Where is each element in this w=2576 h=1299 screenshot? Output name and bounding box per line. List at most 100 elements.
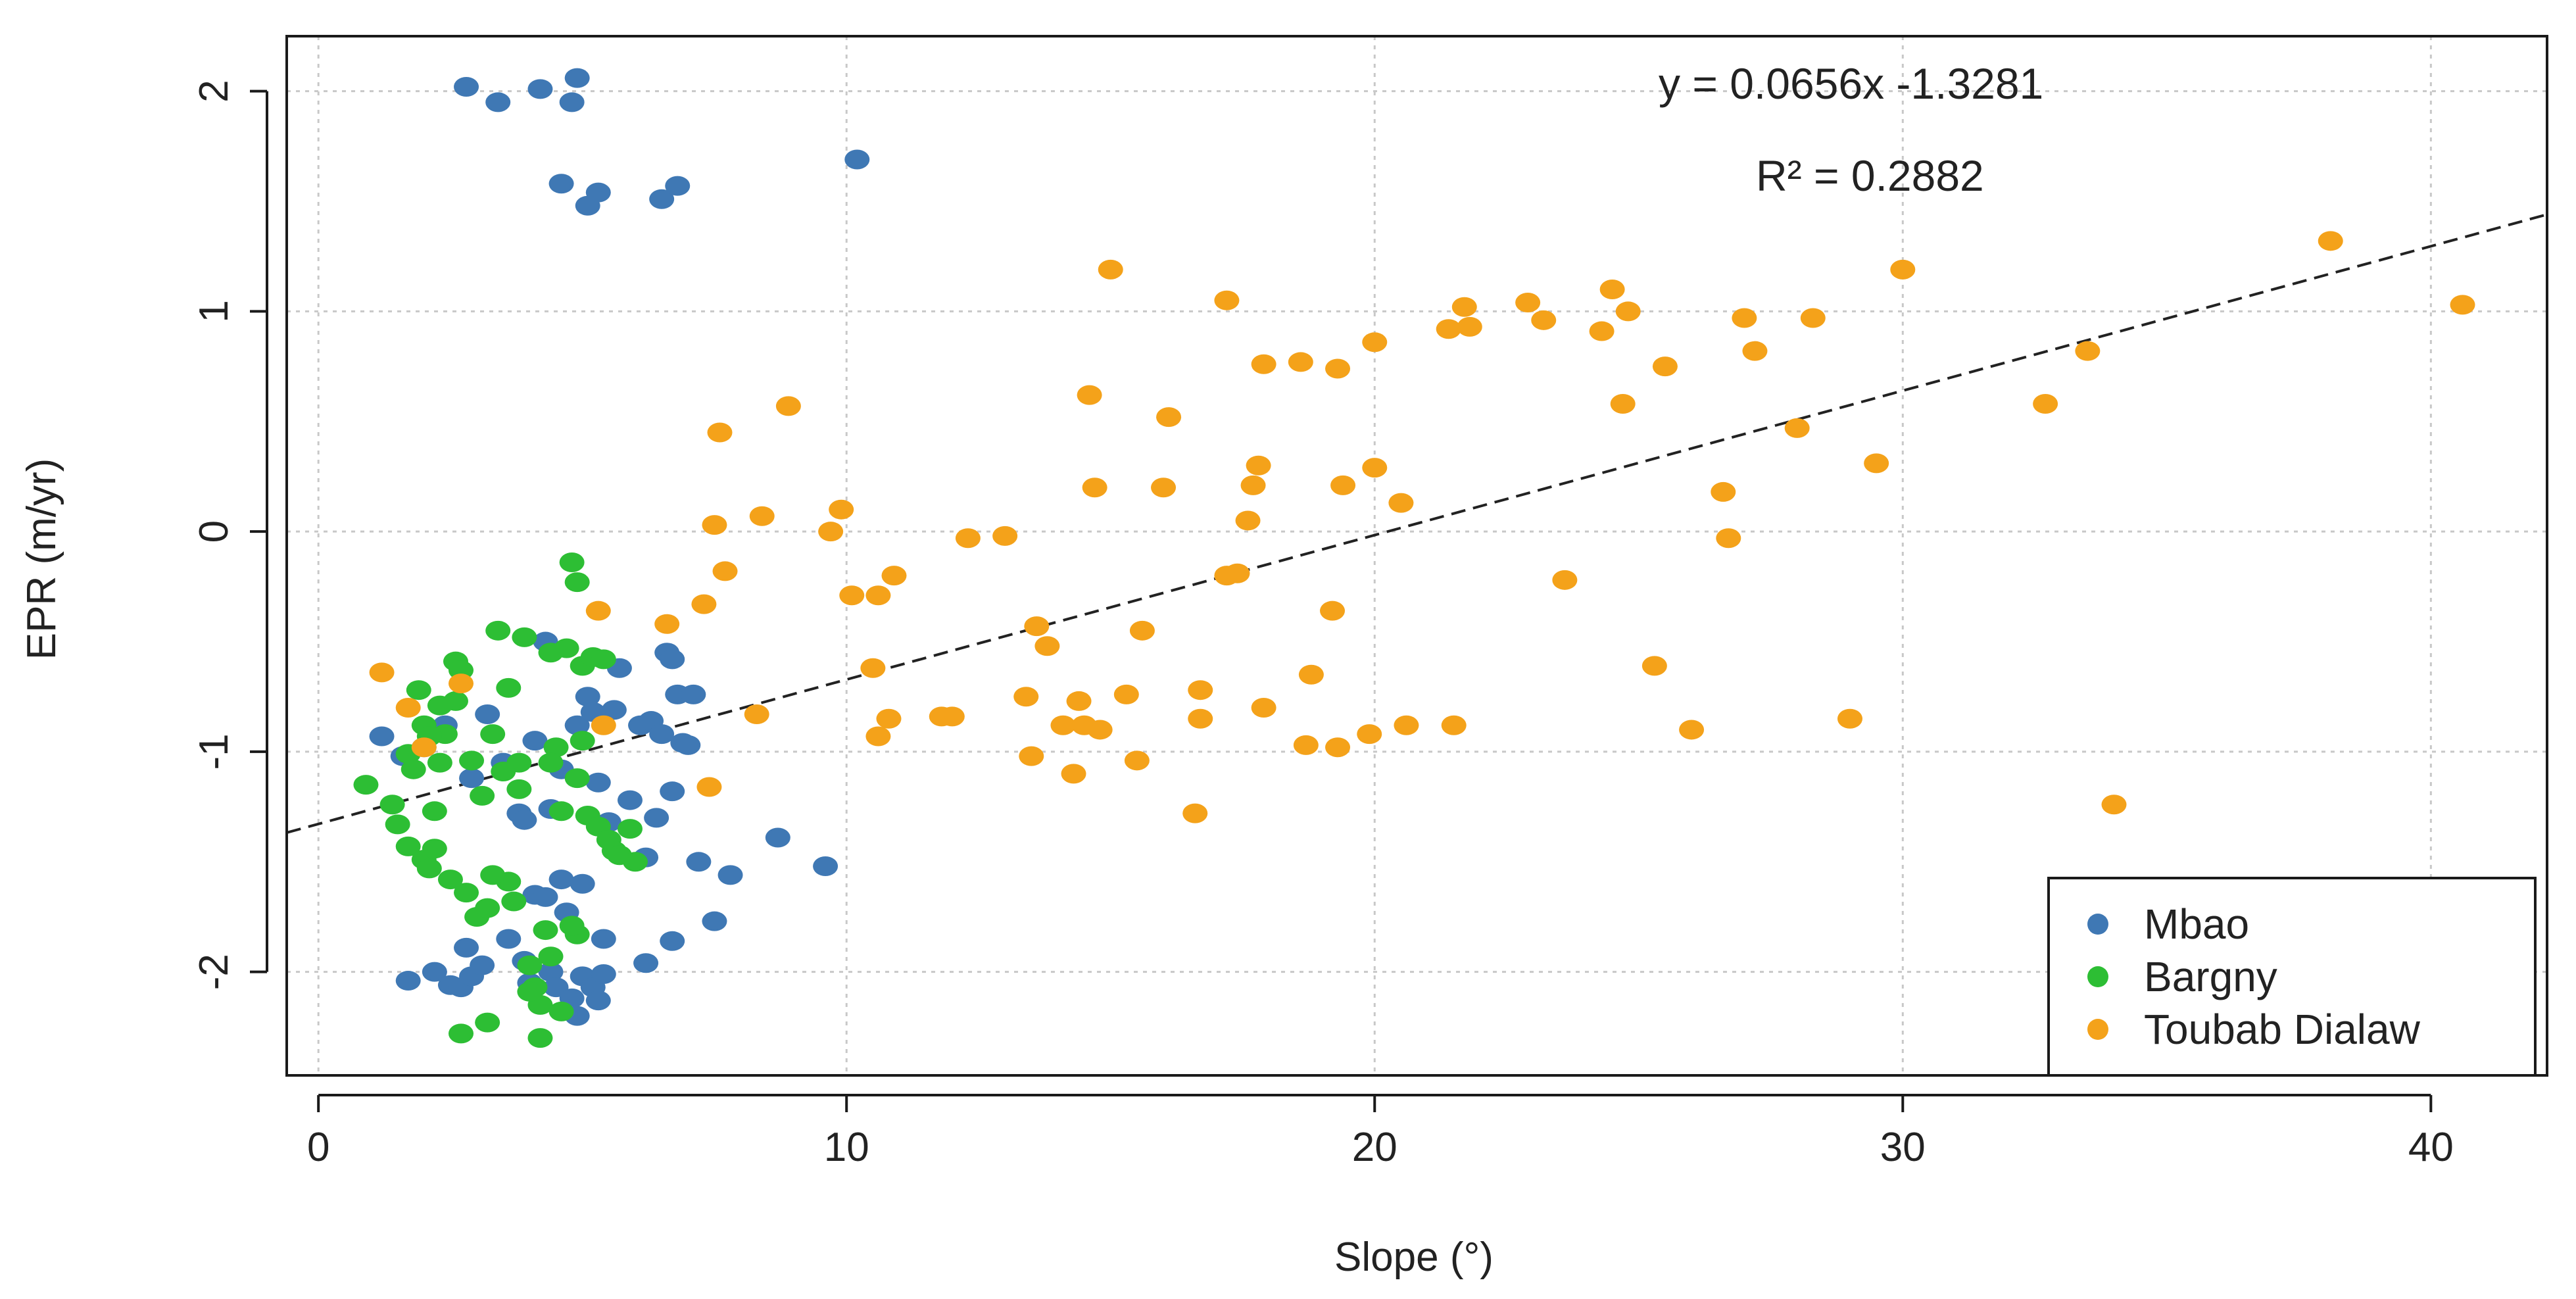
trendline-layer bbox=[286, 213, 2548, 834]
point-toubab-dialaw-59 bbox=[1325, 358, 1351, 379]
point-mbao-58 bbox=[454, 937, 479, 958]
point-toubab-dialaw-18 bbox=[860, 658, 886, 678]
point-toubab-dialaw-80 bbox=[1679, 720, 1705, 740]
point-toubab-dialaw-21 bbox=[876, 708, 902, 729]
point-mbao-67 bbox=[538, 962, 564, 982]
point-toubab-dialaw-79 bbox=[1652, 356, 1678, 377]
point-bargny-51 bbox=[449, 1023, 474, 1044]
point-toubab-dialaw-1 bbox=[395, 697, 421, 718]
point-toubab-dialaw-52 bbox=[1246, 455, 1271, 476]
point-toubab-dialaw-89 bbox=[1890, 259, 1916, 280]
point-bargny-57 bbox=[538, 946, 564, 967]
point-toubab-dialaw-67 bbox=[1436, 319, 1461, 339]
legend-marker-toubab-dialaw bbox=[2087, 1019, 2108, 1040]
point-toubab-dialaw-45 bbox=[1188, 708, 1213, 729]
point-toubab-dialaw-6 bbox=[654, 614, 680, 634]
point-toubab-dialaw-61 bbox=[1330, 475, 1356, 495]
point-mbao-74 bbox=[591, 964, 616, 985]
point-toubab-dialaw-32 bbox=[1061, 764, 1086, 784]
point-bargny-21 bbox=[480, 724, 506, 745]
point-bargny-16 bbox=[454, 883, 479, 903]
point-toubab-dialaw-77 bbox=[1615, 301, 1641, 322]
point-mbao-16 bbox=[475, 704, 500, 725]
point-toubab-dialaw-49 bbox=[1225, 563, 1250, 583]
point-toubab-dialaw-13 bbox=[749, 506, 775, 526]
y-axis: -2 -1 0 1 2 bbox=[191, 80, 268, 990]
points-layer bbox=[353, 68, 2475, 1048]
point-toubab-dialaw-73 bbox=[1552, 570, 1578, 590]
point-bargny-37 bbox=[559, 552, 585, 573]
point-mbao-24 bbox=[585, 772, 611, 793]
point-mbao-7 bbox=[585, 182, 611, 203]
point-toubab-dialaw-38 bbox=[1098, 259, 1123, 280]
legend-marker-mbao bbox=[2087, 914, 2108, 935]
point-toubab-dialaw-44 bbox=[1182, 803, 1208, 823]
point-bargny-62 bbox=[506, 779, 532, 799]
point-toubab-dialaw-82 bbox=[1716, 528, 1741, 549]
point-bargny-63 bbox=[538, 752, 564, 773]
point-toubab-dialaw-31 bbox=[1050, 715, 1076, 735]
point-mbao-44 bbox=[686, 852, 712, 872]
point-toubab-dialaw-53 bbox=[1251, 354, 1276, 374]
point-toubab-dialaw-2 bbox=[411, 737, 437, 758]
point-toubab-dialaw-3 bbox=[449, 674, 474, 694]
point-bargny-56 bbox=[559, 916, 585, 936]
point-mbao-73 bbox=[585, 991, 611, 1011]
x-tick-label-3: 30 bbox=[1880, 1125, 1926, 1170]
point-toubab-dialaw-70 bbox=[1457, 316, 1482, 337]
point-mbao-64 bbox=[470, 955, 495, 975]
point-toubab-dialaw-75 bbox=[1599, 279, 1625, 299]
point-mbao-37 bbox=[675, 735, 701, 755]
point-bargny-29 bbox=[517, 955, 543, 975]
point-toubab-dialaw-55 bbox=[1288, 352, 1313, 372]
point-toubab-dialaw-22 bbox=[881, 566, 907, 586]
x-tick-label-0: 0 bbox=[307, 1125, 329, 1170]
point-toubab-dialaw-78 bbox=[1641, 656, 1667, 676]
point-mbao-4 bbox=[564, 68, 590, 88]
point-bargny-47 bbox=[617, 819, 643, 839]
point-toubab-dialaw-60 bbox=[1325, 737, 1351, 758]
y-tick-label-3: 1 bbox=[191, 300, 237, 322]
point-bargny-13 bbox=[437, 870, 463, 890]
point-toubab-dialaw-30 bbox=[1034, 636, 1060, 656]
point-toubab-dialaw-39 bbox=[1113, 684, 1139, 704]
point-toubab-dialaw-11 bbox=[712, 561, 738, 581]
point-mbao-57 bbox=[496, 929, 522, 949]
y-tick-label-4: 2 bbox=[191, 80, 237, 102]
point-toubab-dialaw-94 bbox=[2450, 295, 2475, 315]
point-toubab-dialaw-17 bbox=[839, 585, 865, 606]
point-bargny-1 bbox=[379, 795, 405, 815]
y-tick-label-2: 0 bbox=[191, 520, 237, 543]
point-toubab-dialaw-50 bbox=[1235, 510, 1261, 531]
point-toubab-dialaw-83 bbox=[1732, 308, 1757, 328]
point-mbao-46 bbox=[765, 827, 790, 848]
point-bargny-27 bbox=[506, 752, 532, 773]
point-toubab-dialaw-74 bbox=[1589, 321, 1615, 341]
x-tick-label-2: 20 bbox=[1352, 1125, 1397, 1170]
point-bargny-54 bbox=[517, 981, 543, 1002]
point-bargny-53 bbox=[548, 1001, 574, 1021]
legend-marker-bargny bbox=[2087, 966, 2108, 987]
point-toubab-dialaw-20 bbox=[865, 585, 891, 606]
point-bargny-9 bbox=[422, 839, 447, 859]
point-bargny-32 bbox=[533, 920, 558, 941]
x-tick-label-4: 40 bbox=[2408, 1125, 2454, 1170]
point-toubab-dialaw-57 bbox=[1298, 664, 1324, 685]
point-toubab-dialaw-71 bbox=[1515, 293, 1541, 313]
legend: Mbao Bargny Toubab Dialaw bbox=[2047, 877, 2537, 1077]
point-mbao-56 bbox=[533, 887, 558, 907]
point-toubab-dialaw-92 bbox=[2101, 795, 2127, 815]
point-bargny-61 bbox=[443, 691, 468, 711]
point-toubab-dialaw-33 bbox=[1066, 691, 1092, 711]
point-mbao-52 bbox=[591, 929, 616, 949]
point-toubab-dialaw-88 bbox=[1864, 453, 1889, 474]
point-mbao-8 bbox=[649, 189, 675, 209]
legend-label-bargny: Bargny bbox=[2144, 953, 2277, 1000]
point-toubab-dialaw-25 bbox=[955, 528, 981, 549]
point-bargny-0 bbox=[353, 775, 379, 795]
point-bargny-28 bbox=[512, 627, 537, 647]
point-toubab-dialaw-36 bbox=[1082, 478, 1107, 498]
point-mbao-27 bbox=[617, 790, 643, 810]
point-toubab-dialaw-43 bbox=[1156, 407, 1182, 428]
point-mbao-10 bbox=[844, 149, 870, 170]
